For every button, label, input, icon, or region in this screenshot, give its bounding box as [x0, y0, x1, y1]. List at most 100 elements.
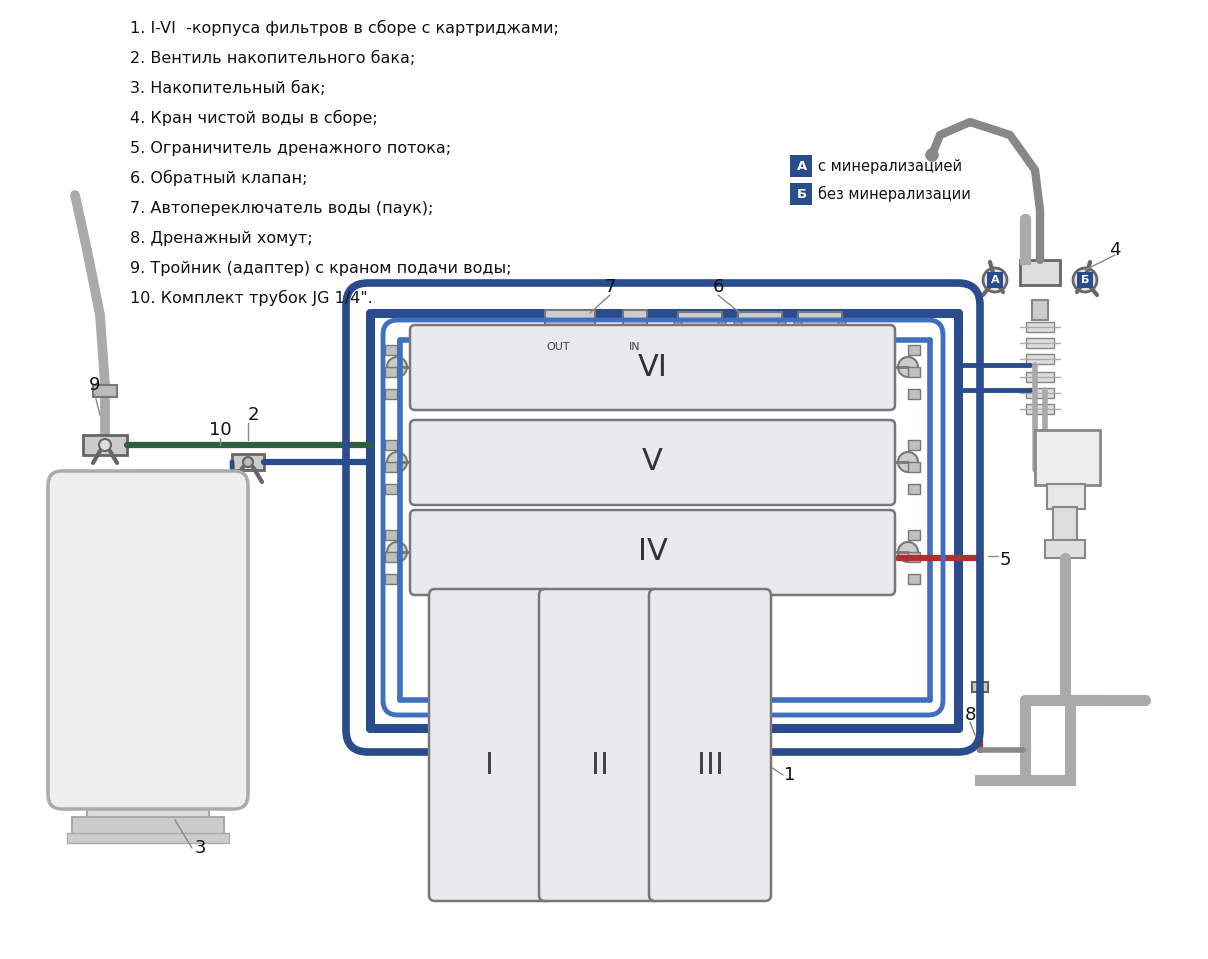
Text: Б: Б: [1081, 275, 1090, 285]
Text: 4. Кран чистой воды в сборе;: 4. Кран чистой воды в сборе;: [130, 110, 378, 126]
Bar: [439, 590, 542, 610]
Bar: [908, 367, 920, 377]
Bar: [908, 530, 920, 540]
Bar: [93, 385, 117, 397]
Circle shape: [898, 357, 918, 377]
Bar: [1032, 300, 1049, 320]
Circle shape: [674, 318, 683, 326]
Bar: [385, 574, 397, 584]
Bar: [738, 312, 782, 332]
Bar: [678, 312, 722, 332]
Bar: [1035, 430, 1100, 485]
Circle shape: [898, 542, 918, 562]
Bar: [72, 817, 223, 835]
Text: 8. Дренажный хомут;: 8. Дренажный хомут;: [130, 230, 313, 246]
Bar: [418, 430, 510, 495]
Text: 3. Накопительный бак;: 3. Накопительный бак;: [130, 81, 325, 96]
Bar: [1026, 388, 1055, 398]
Bar: [1047, 484, 1085, 509]
FancyBboxPatch shape: [48, 471, 248, 809]
FancyBboxPatch shape: [410, 420, 895, 505]
Circle shape: [898, 452, 918, 472]
Bar: [385, 484, 397, 494]
Text: 9. Тройник (адаптер) с краном подачи воды;: 9. Тройник (адаптер) с краном подачи вод…: [130, 261, 511, 275]
Text: с минерализацией: с минерализацией: [818, 158, 962, 174]
FancyBboxPatch shape: [410, 325, 895, 410]
Text: 8: 8: [964, 706, 976, 724]
Bar: [702, 575, 718, 592]
Bar: [1020, 260, 1059, 285]
Bar: [795, 335, 887, 400]
Text: IN: IN: [629, 342, 640, 352]
Text: 9: 9: [89, 376, 100, 394]
Text: 2. Вентиль накопительного бака;: 2. Вентиль накопительного бака;: [130, 51, 416, 65]
Bar: [385, 530, 397, 540]
Circle shape: [718, 318, 726, 326]
Bar: [798, 312, 842, 332]
Bar: [972, 682, 988, 692]
Bar: [385, 345, 397, 355]
Text: А: А: [991, 275, 999, 285]
Text: 6. Обратный клапан;: 6. Обратный клапан;: [130, 170, 308, 186]
FancyBboxPatch shape: [539, 589, 661, 901]
Circle shape: [99, 439, 111, 451]
FancyBboxPatch shape: [410, 510, 895, 595]
Circle shape: [1073, 268, 1097, 292]
Text: 3: 3: [194, 839, 205, 857]
Text: 7: 7: [604, 278, 616, 296]
FancyBboxPatch shape: [429, 589, 551, 901]
Text: OUT: OUT: [546, 342, 570, 352]
Circle shape: [387, 452, 407, 472]
Bar: [1026, 372, 1055, 382]
Bar: [790, 183, 812, 205]
Circle shape: [387, 542, 407, 562]
Bar: [623, 310, 647, 334]
Bar: [66, 833, 230, 843]
Bar: [418, 520, 510, 585]
Bar: [908, 552, 920, 562]
Circle shape: [778, 318, 786, 326]
Text: V: V: [643, 448, 663, 477]
Circle shape: [243, 457, 252, 467]
Text: II: II: [591, 751, 609, 780]
Bar: [545, 310, 596, 334]
Text: III: III: [697, 751, 724, 780]
FancyBboxPatch shape: [649, 589, 771, 901]
Text: 1. I-VI  -корпуса фильтров в сборе с картриджами;: 1. I-VI -корпуса фильтров в сборе с карт…: [130, 20, 559, 36]
Text: 10: 10: [209, 421, 231, 439]
Text: 5: 5: [999, 551, 1011, 569]
Text: VI: VI: [638, 353, 668, 382]
Bar: [908, 345, 920, 355]
Bar: [385, 389, 397, 399]
Bar: [1026, 404, 1055, 414]
Text: Б: Б: [797, 188, 807, 200]
Circle shape: [794, 318, 802, 326]
Bar: [908, 574, 920, 584]
Bar: [232, 454, 265, 470]
Text: I: I: [486, 751, 494, 780]
Text: 2: 2: [248, 406, 259, 424]
Bar: [908, 440, 920, 450]
Text: 7. Автопереключатель воды (паук);: 7. Автопереключатель воды (паук);: [130, 200, 434, 216]
Bar: [74, 700, 222, 718]
Bar: [1078, 272, 1093, 288]
Bar: [908, 484, 920, 494]
Bar: [418, 335, 510, 400]
Bar: [795, 430, 887, 495]
Text: 5. Ограничитель дренажного потока;: 5. Ограничитель дренажного потока;: [130, 141, 451, 155]
Bar: [908, 389, 920, 399]
Bar: [385, 552, 397, 562]
Text: 6: 6: [713, 278, 724, 296]
Bar: [74, 682, 222, 700]
Text: IV: IV: [638, 537, 668, 567]
Text: без минерализации: без минерализации: [818, 186, 971, 202]
Bar: [1026, 322, 1055, 332]
Bar: [1045, 540, 1085, 558]
Bar: [1026, 338, 1055, 348]
Bar: [87, 798, 209, 820]
Circle shape: [983, 268, 1007, 292]
Bar: [1026, 354, 1055, 364]
Circle shape: [734, 318, 742, 326]
Circle shape: [387, 357, 407, 377]
Text: 10. Комплект трубок JG 1/4".: 10. Комплект трубок JG 1/4".: [130, 290, 373, 306]
